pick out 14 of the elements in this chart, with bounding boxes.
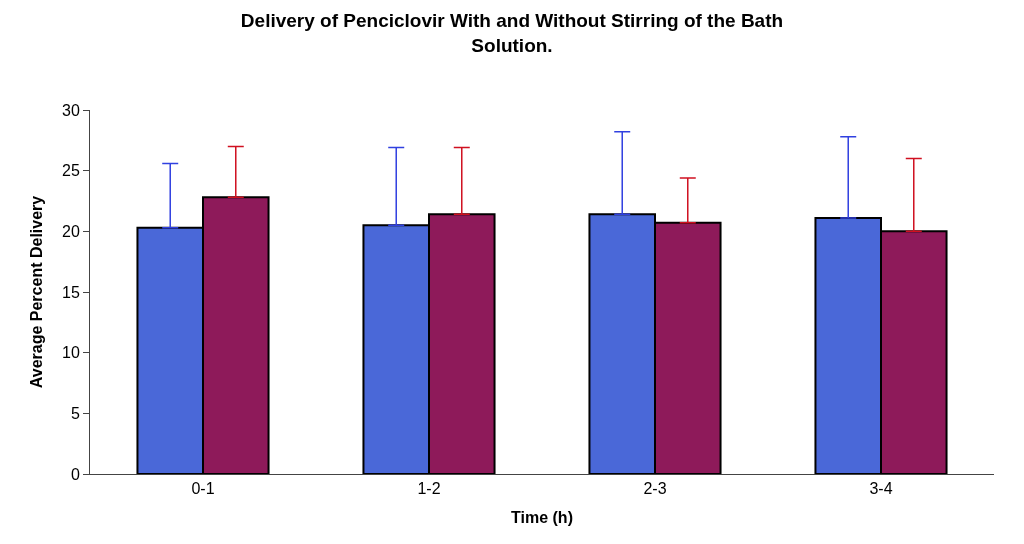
y-tick-label: 30: [62, 101, 80, 119]
y-tick-label: 20: [62, 222, 80, 240]
y-tick-label: 15: [62, 283, 80, 301]
y-tick-label: 5: [70, 404, 80, 422]
y-axis-title: Average Percent Delivery: [27, 195, 45, 389]
y-tick-label: 25: [62, 162, 80, 180]
x-axis-title: Time (h): [511, 508, 573, 526]
x-tick-label: 1-2: [417, 480, 441, 498]
y-tick-label: 10: [62, 344, 80, 362]
x-tick-label: 2-3: [643, 480, 667, 498]
x-tick-label: 3-4: [869, 480, 893, 498]
y-tick-label: 0: [70, 465, 80, 483]
chart-title: Delivery of Penciclovir With and Without Stirring of the Bath Solution.: [240, 10, 784, 56]
x-tick-label: 0-1: [191, 480, 215, 498]
